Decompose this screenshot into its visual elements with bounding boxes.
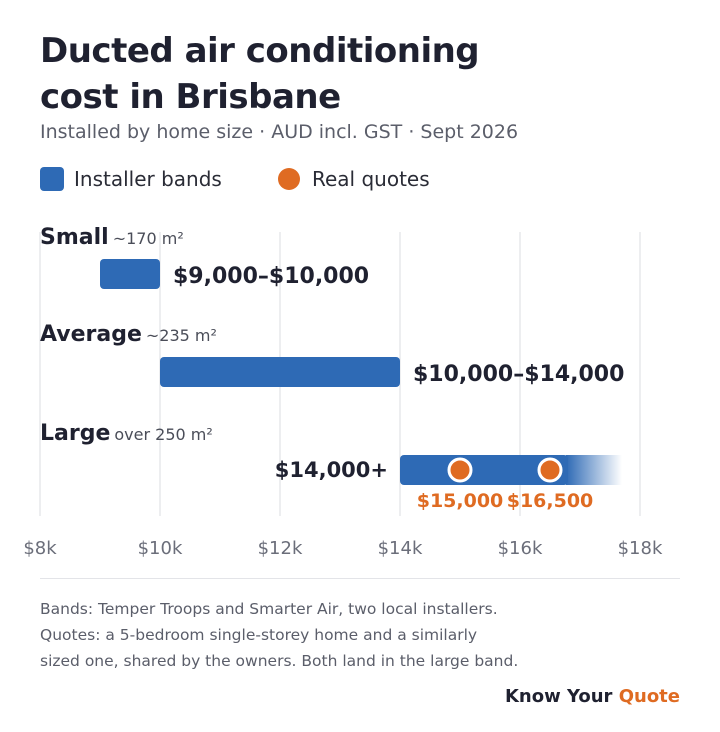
quote-point — [537, 457, 563, 483]
category-label: Large over 250 m² — [40, 421, 213, 446]
range-bar-fade — [566, 455, 622, 485]
bar-value-label: $14,000+ — [275, 458, 388, 482]
legend-label-quotes: Real quotes — [312, 167, 430, 191]
category-rows: Small ~170 m² $9,000–$10,000 Average ~235 m²… — [40, 225, 624, 485]
legend-swatch-bands — [40, 167, 64, 191]
x-tick-label: $16k — [498, 538, 543, 559]
quote-markers: $15,000 $16,500 — [417, 457, 594, 512]
legend-label-bands: Installer bands — [74, 167, 222, 191]
category-name: Average — [40, 322, 142, 347]
cost-range-chart: $8k $10k $12k $14k $16k $18k Small ~170 m² $9,0… — [23, 225, 663, 559]
category-note: ~170 m² — [113, 229, 184, 248]
chart-subtitle: Installed by home size · AUD incl. GST ·… — [40, 121, 519, 143]
legend-item-quotes: Real quotes — [278, 167, 430, 191]
legend-swatch-quotes — [278, 168, 300, 190]
x-tick-label: $12k — [258, 538, 303, 559]
range-bar — [400, 455, 568, 485]
chart-title-line-2: cost in Brisbane — [40, 77, 341, 117]
quote-label: $15,000 — [417, 490, 504, 512]
footer-divider — [40, 578, 680, 579]
range-bar — [100, 259, 160, 289]
quote-label: $16,500 — [507, 490, 594, 512]
brand-accent: Quote — [618, 686, 680, 707]
x-axis-ticks: $8k $10k $12k $14k $16k $18k — [23, 538, 663, 559]
footnote-line-3: sized one, shared by the owners. Both la… — [40, 652, 519, 670]
category-name: Large — [40, 421, 110, 446]
footnote-line-2: Quotes: a 5-bedroom single-storey home a… — [40, 626, 478, 644]
chart-title: Ducted air conditioning cost in Brisbane — [40, 28, 600, 120]
x-tick-label: $8k — [23, 538, 57, 559]
brand-logo: Know Your Quote — [505, 686, 680, 707]
footnote-line-1: Bands: Temper Troops and Smarter Air, tw… — [40, 600, 498, 618]
category-label: Average ~235 m² — [40, 322, 217, 347]
range-bar — [160, 357, 400, 387]
x-tick-label: $10k — [138, 538, 183, 559]
brand-text: Know Your — [504, 686, 619, 707]
bar-value-label: $9,000–$10,000 — [173, 264, 369, 289]
category-label: Small ~170 m² — [40, 225, 184, 250]
x-tick-label: $14k — [378, 538, 423, 559]
category-note: ~235 m² — [146, 326, 217, 345]
chart-title-line-1: Ducted air conditioning — [40, 31, 480, 71]
footnote: Bands: Temper Troops and Smarter Air, tw… — [40, 596, 680, 674]
legend-item-bands: Installer bands — [40, 167, 222, 191]
category-note: over 250 m² — [114, 425, 212, 444]
category-name: Small — [40, 225, 109, 250]
x-tick-label: $18k — [618, 538, 663, 559]
quote-point — [447, 457, 473, 483]
bar-value-label: $10,000–$14,000 — [413, 362, 624, 387]
